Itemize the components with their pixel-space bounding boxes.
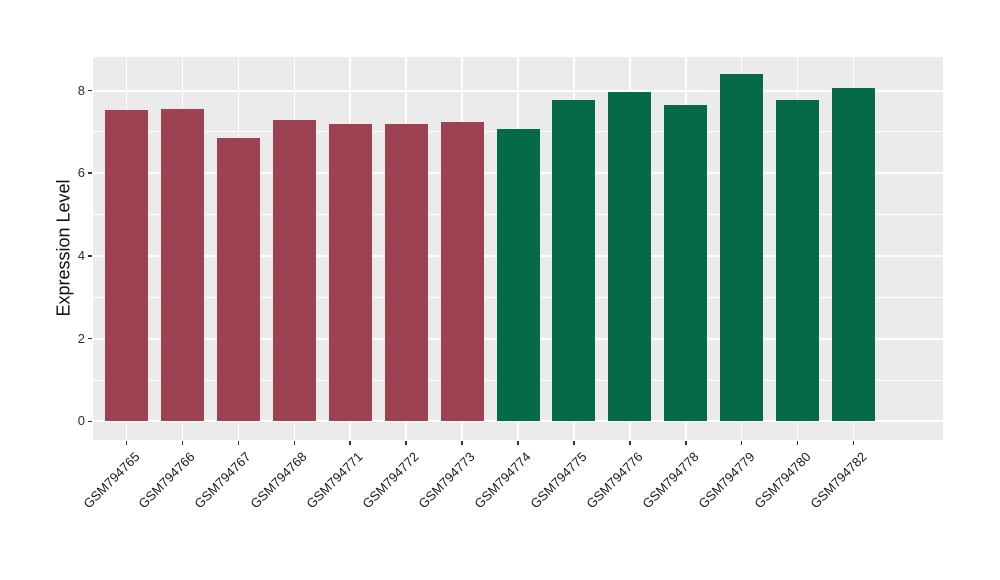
x-tick-label-GSM794774: GSM794774 bbox=[471, 449, 534, 512]
x-tick-label-GSM794775: GSM794775 bbox=[527, 449, 590, 512]
x-tick-mark-GSM794778 bbox=[685, 441, 687, 445]
x-tick-mark-GSM794771 bbox=[349, 441, 351, 445]
y-tick-mark-0 bbox=[88, 420, 92, 423]
x-tick-label-GSM794778: GSM794778 bbox=[639, 449, 702, 512]
x-tick-label-GSM794766: GSM794766 bbox=[135, 449, 199, 512]
x-tick-mark-GSM794772 bbox=[405, 441, 407, 445]
plot-panel bbox=[93, 57, 943, 440]
y-tick-mark-6 bbox=[88, 172, 92, 174]
bar-GSM794779 bbox=[720, 74, 764, 422]
x-tick-label-GSM794780: GSM794780 bbox=[750, 449, 814, 512]
y-tick-label-8: 8 bbox=[77, 82, 85, 98]
bar-GSM794766 bbox=[160, 109, 204, 422]
y-tick-mark-8 bbox=[88, 89, 92, 92]
bar-GSM794772 bbox=[384, 123, 428, 422]
x-tick-label-GSM794782: GSM794782 bbox=[806, 449, 870, 512]
x-tick-mark-GSM794765 bbox=[125, 441, 128, 445]
y-tick-mark-4 bbox=[88, 255, 92, 257]
y-tick-label-6: 6 bbox=[77, 165, 85, 181]
bar-GSM794771 bbox=[328, 123, 372, 422]
bar-GSM794765 bbox=[105, 109, 149, 422]
x-tick-label-GSM794776: GSM794776 bbox=[583, 449, 646, 512]
bar-GSM794778 bbox=[664, 105, 708, 422]
x-tick-mark-GSM794779 bbox=[740, 441, 743, 445]
x-tick-label-GSM794768: GSM794768 bbox=[247, 449, 310, 512]
y-tick-label-0: 0 bbox=[77, 413, 85, 429]
y-tick-mark-2 bbox=[88, 337, 92, 340]
x-tick-label-GSM794767: GSM794767 bbox=[191, 449, 254, 512]
bar-GSM794780 bbox=[776, 100, 820, 422]
bar-GSM794776 bbox=[608, 92, 652, 422]
x-tick-label-GSM794772: GSM794772 bbox=[359, 449, 422, 512]
x-tick-label-GSM794771: GSM794771 bbox=[303, 449, 366, 512]
x-tick-mark-GSM794767 bbox=[237, 441, 240, 445]
bar-GSM794774 bbox=[496, 129, 540, 422]
y-tick-label-2: 2 bbox=[77, 330, 85, 346]
x-tick-mark-GSM794780 bbox=[796, 441, 799, 445]
x-tick-mark-GSM794775 bbox=[573, 441, 575, 445]
x-tick-mark-GSM794774 bbox=[517, 441, 519, 445]
x-tick-mark-GSM794773 bbox=[461, 441, 463, 445]
y-tick-label-4: 4 bbox=[77, 247, 85, 263]
x-tick-mark-GSM794766 bbox=[181, 441, 184, 445]
x-tick-mark-GSM794782 bbox=[852, 441, 855, 445]
x-tick-label-GSM794779: GSM794779 bbox=[695, 449, 758, 512]
bar-GSM794775 bbox=[552, 100, 596, 422]
bar-GSM794773 bbox=[440, 121, 484, 422]
bar-GSM794768 bbox=[272, 120, 316, 422]
x-tick-label-GSM794773: GSM794773 bbox=[415, 449, 478, 512]
x-tick-mark-GSM794768 bbox=[293, 441, 296, 445]
bar-GSM794782 bbox=[832, 88, 876, 422]
bar-GSM794767 bbox=[216, 138, 260, 422]
x-tick-mark-GSM794776 bbox=[629, 441, 631, 445]
x-tick-label-GSM794765: GSM794765 bbox=[79, 449, 143, 512]
